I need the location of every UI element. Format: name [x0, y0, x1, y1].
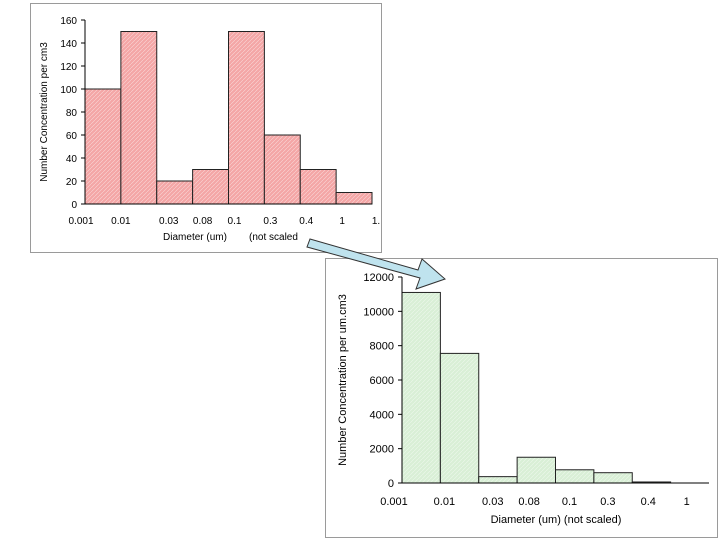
- x-axis-note: (not scaled: [249, 232, 298, 243]
- chart-panel-number-concentration-per-cm3: 0 20 40 60 80 100 120 140 160 0.001 0.01 0.03 0.08 0.…: [30, 3, 382, 253]
- y-tick-label: 10000: [363, 306, 394, 318]
- y-tick-label: 120: [60, 62, 77, 73]
- bar-0.1: [228, 31, 265, 205]
- bar-0.08: [192, 169, 229, 205]
- y-tick-label: 0: [388, 478, 394, 490]
- y-tick-label: 60: [66, 131, 78, 142]
- bar-0.01: [120, 31, 158, 205]
- x-tick-label: 0.01: [111, 216, 131, 227]
- x-tick-label: 0.3: [263, 216, 277, 227]
- x-tick-label: 0.4: [299, 216, 313, 227]
- histogram-chart-2: 0 2000 4000 6000 8000 10000 12000 0.001 0.01 0.03…: [337, 272, 709, 526]
- bar-0.01: [439, 352, 480, 484]
- x-axis-title: Diameter (um): [163, 232, 227, 243]
- y-axis-title: Number Concentration per um.cm3: [337, 294, 349, 466]
- bar-0.4: [299, 169, 337, 205]
- x-tick-label: 0.3: [600, 496, 615, 508]
- bar-0.03: [156, 180, 194, 205]
- x-tick-label: 0.01: [434, 496, 455, 508]
- x-tick-label: 0.03: [159, 216, 179, 227]
- x-tick-label: 0.001: [68, 216, 93, 227]
- x-tick-label: 0.03: [482, 496, 503, 508]
- y-tick-label: 140: [60, 39, 77, 50]
- y-tick-label: 160: [60, 16, 77, 27]
- bar-0.03: [478, 476, 518, 484]
- y-tick-label: 2000: [370, 444, 394, 456]
- y-tick-label: 8000: [370, 341, 394, 353]
- y-tick-label: 80: [66, 108, 78, 119]
- x-tick-label: 0.1: [562, 496, 577, 508]
- x-axis-title: Diameter (um) (not scaled): [491, 514, 622, 526]
- x-tick-label: 0.4: [641, 496, 656, 508]
- x-tick-label: 0.08: [193, 216, 213, 227]
- x-tick-label: 1: [684, 496, 690, 508]
- y-tick-label: 4000: [370, 409, 394, 421]
- bar-0.1: [555, 469, 595, 484]
- bar-0.3: [263, 134, 301, 205]
- bar-1: [335, 192, 373, 205]
- y-tick-label: 20: [66, 177, 78, 188]
- bar-0.3: [593, 472, 633, 484]
- x-tick-label: 0.001: [380, 496, 408, 508]
- bar-0.001: [401, 291, 441, 484]
- y-axis-title: Number Concentration per cm3: [39, 42, 50, 182]
- bar-0.001: [84, 88, 122, 205]
- y-tick-label: 12000: [363, 272, 394, 284]
- y-tick-label: 6000: [370, 375, 394, 387]
- x-tick-label: 1.: [372, 216, 380, 227]
- x-tick-label: 0.08: [518, 496, 539, 508]
- y-tick-label: 0: [71, 200, 77, 211]
- y-tick-label: 40: [66, 154, 78, 165]
- bar-0.08: [516, 456, 556, 484]
- histogram-chart-1: 0 20 40 60 80 100 120 140 160 0.001 0.01 0.03 0.08 0.…: [39, 16, 380, 243]
- x-tick-label: 0.1: [228, 216, 242, 227]
- chart-panel-number-concentration-per-um-cm3: 0 2000 4000 6000 8000 10000 12000 0.001 0.01 0.03…: [325, 258, 718, 538]
- y-tick-label: 100: [60, 85, 77, 96]
- x-tick-label: 1: [339, 216, 345, 227]
